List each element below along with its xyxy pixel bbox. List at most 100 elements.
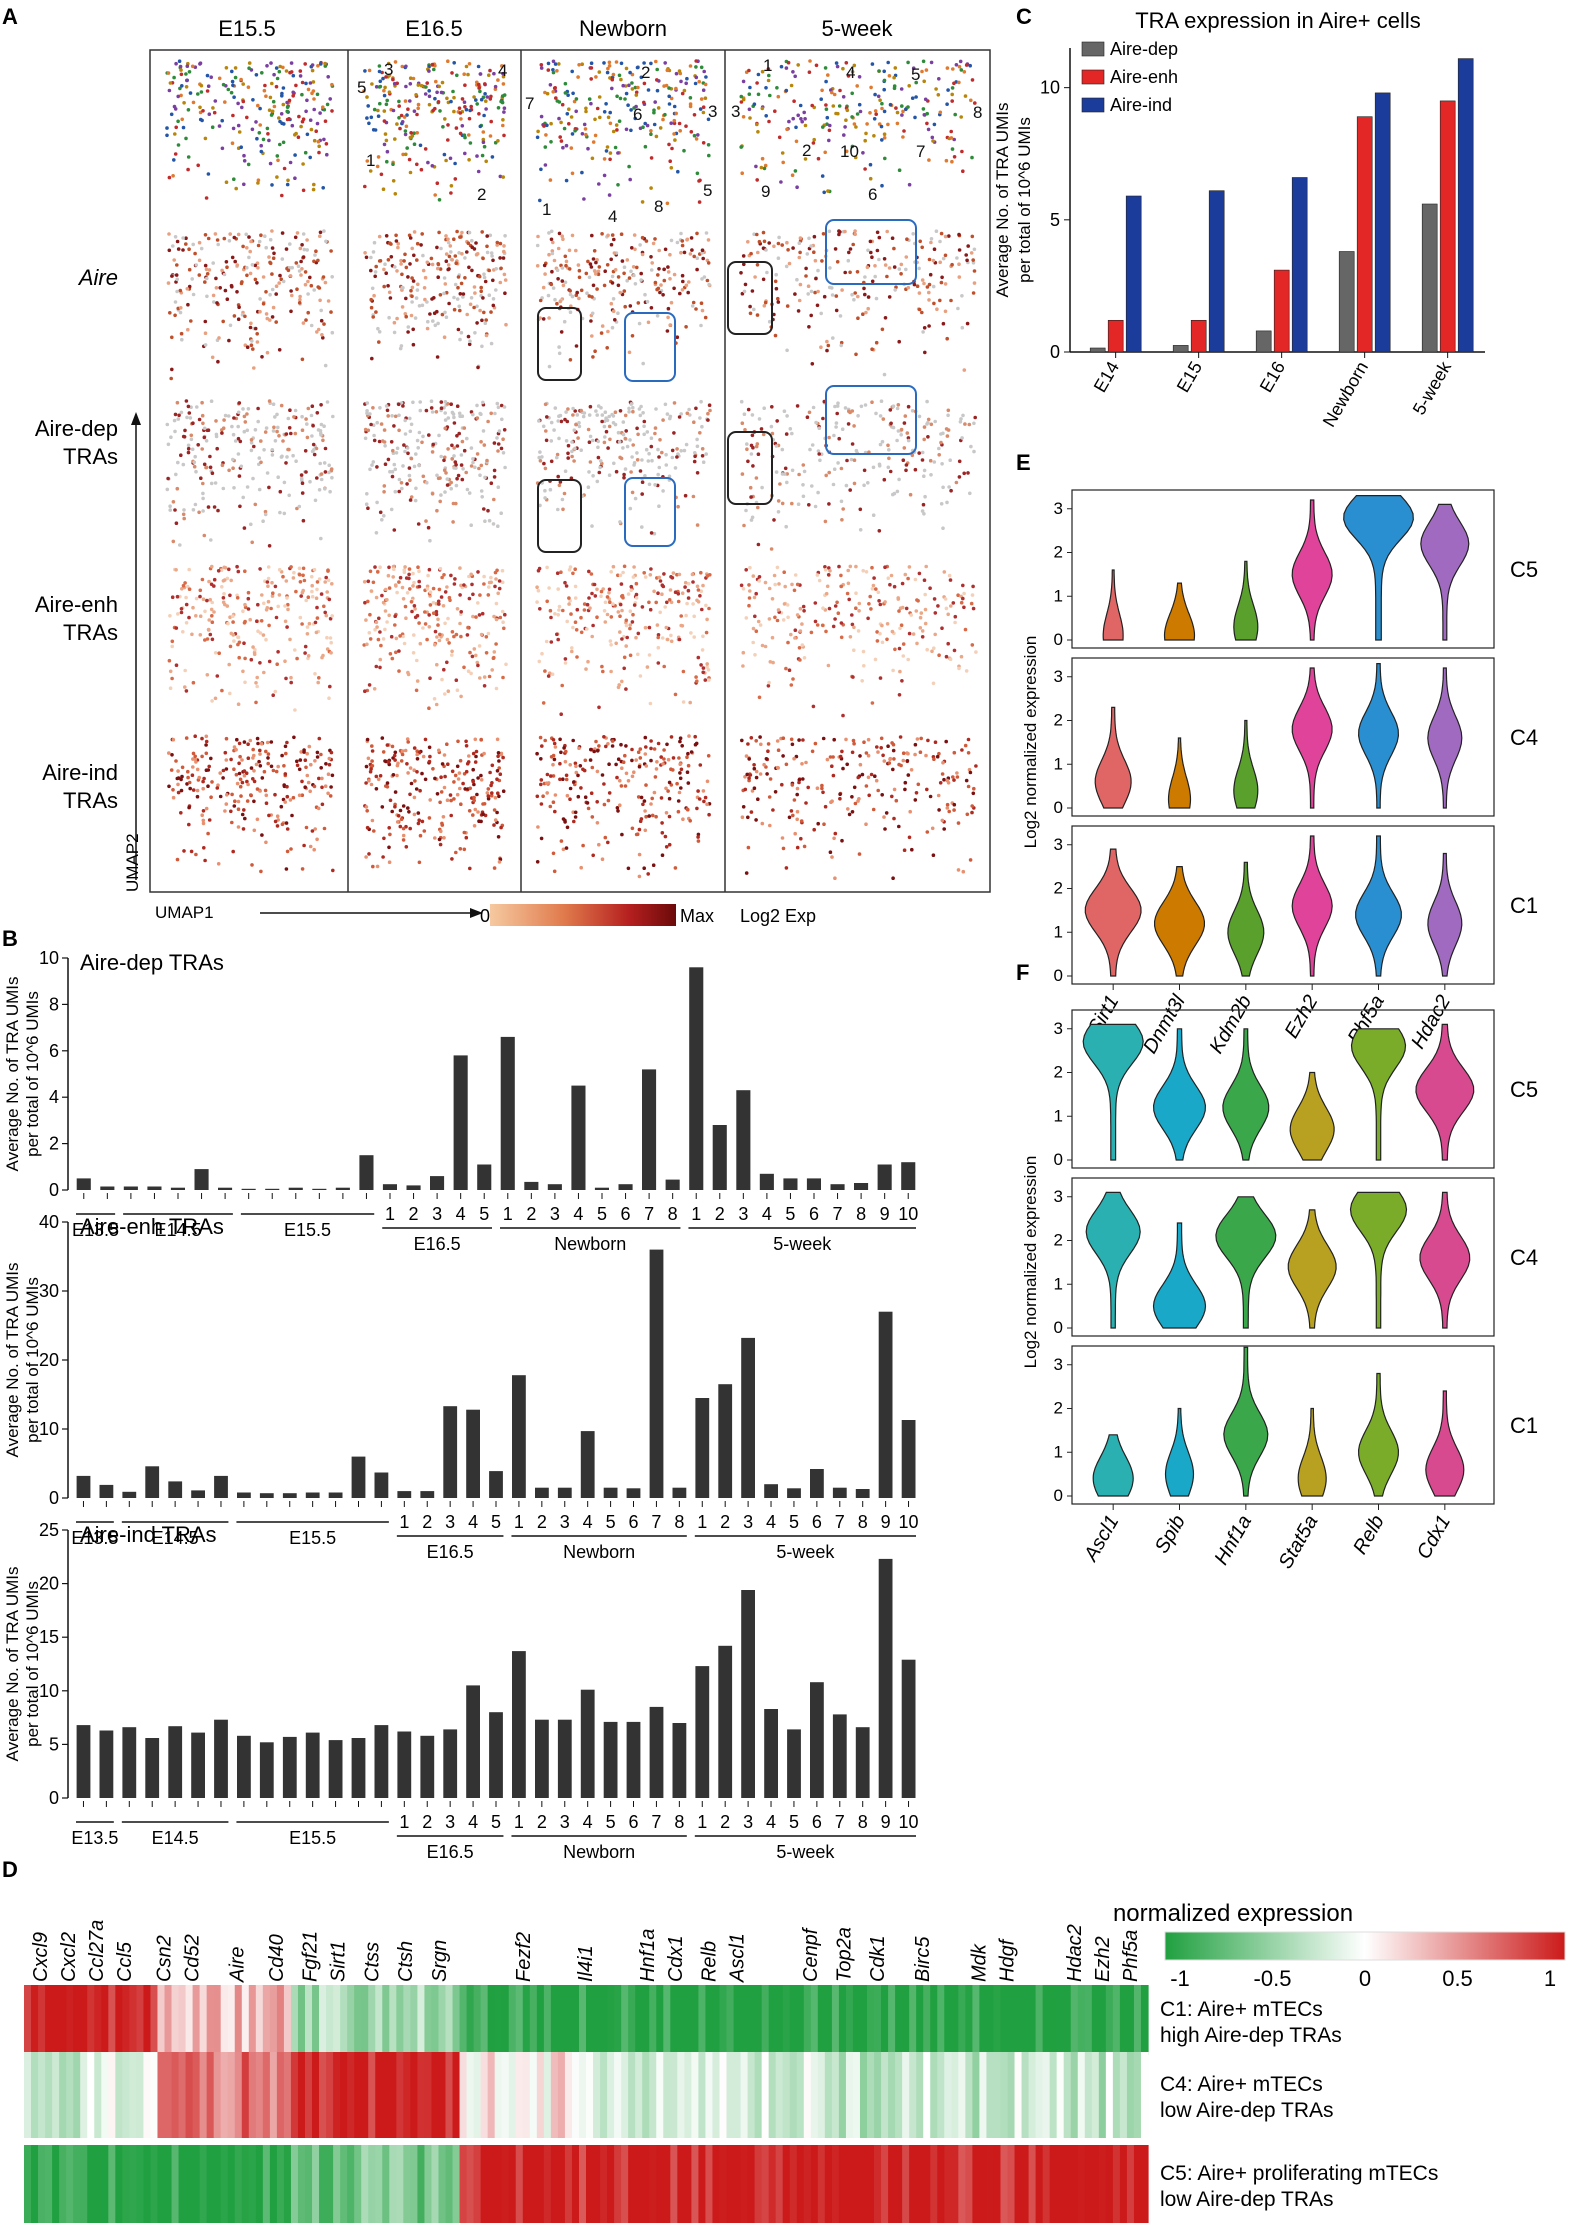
- umap-cell-dot: [494, 617, 499, 622]
- umap-cell-dot: [380, 805, 385, 809]
- umap-cell-dot: [475, 452, 480, 456]
- umap-cell-dot: [200, 754, 204, 759]
- umap-cell-dot: [435, 90, 439, 95]
- umap-cell-dot: [571, 738, 575, 743]
- umap-cell-dot: [451, 412, 456, 416]
- umap-cell-dot: [202, 776, 206, 781]
- umap-cell-dot: [647, 600, 651, 605]
- umap-cell-dot: [428, 754, 432, 759]
- umap-cell-dot: [490, 791, 494, 795]
- umap-cell-dot: [882, 372, 887, 377]
- umap-cell-dot: [705, 617, 709, 622]
- umap-cell-dot: [671, 571, 676, 575]
- umap-cell-dot: [166, 476, 170, 481]
- umap-cell-dot: [445, 798, 450, 802]
- umap-cell-dot: [805, 252, 810, 256]
- umap-cell-dot: [400, 749, 405, 753]
- umap-cell-dot: [839, 584, 844, 589]
- umap-cell-dot: [825, 339, 829, 344]
- umap-cell-dot: [906, 105, 910, 109]
- umap-cell-dot: [665, 600, 669, 605]
- umap-cell-dot: [957, 64, 962, 69]
- umap-cell-dot: [672, 104, 677, 109]
- umap-cell-dot: [390, 744, 395, 749]
- umap-cell-dot: [365, 401, 370, 405]
- umap-cell-dot: [768, 93, 772, 98]
- umap-cell-dot: [571, 625, 575, 630]
- umap-cell-dot: [572, 428, 577, 433]
- umap-cell-dot: [266, 132, 270, 136]
- umap-cell-dot: [471, 751, 476, 756]
- umap-cell-dot: [840, 518, 844, 522]
- umap-cell-dot: [315, 92, 320, 97]
- umap-cell-dot: [392, 753, 397, 758]
- umap-cell-dot: [862, 468, 867, 473]
- umap-cell-dot: [676, 592, 681, 596]
- umap-cell-dot: [554, 96, 558, 100]
- umap-cell-dot: [602, 157, 607, 161]
- umap-cell-dot: [377, 330, 382, 334]
- umap-cell-dot: [755, 263, 760, 267]
- umap-cell-dot: [398, 634, 402, 638]
- umap-cell-dot: [961, 169, 965, 173]
- umap-cell-dot: [864, 131, 868, 136]
- umap-cell-dot: [399, 344, 404, 348]
- umap-cell-dot: [892, 265, 897, 269]
- umap-cell-dot: [401, 464, 405, 468]
- umap-cell-dot: [493, 818, 498, 822]
- umap-cell-dot: [397, 649, 401, 653]
- umap-cell-dot: [656, 472, 660, 477]
- umap-cell-dot: [176, 460, 180, 465]
- umap-cell-dot: [444, 252, 449, 256]
- umap-cell-dot: [258, 106, 262, 111]
- umap-cell-dot: [741, 587, 746, 591]
- umap-cell-dot: [901, 458, 906, 463]
- umap-cell-dot: [283, 744, 288, 749]
- umap-cell-dot: [392, 424, 396, 428]
- umap-cell-dot: [935, 307, 939, 312]
- umap-cell-dot: [404, 824, 408, 829]
- umap-cell-dot: [846, 422, 851, 426]
- umap-cell-dot: [398, 126, 402, 131]
- umap-cell-dot: [292, 570, 296, 575]
- umap-cell-dot: [464, 835, 469, 840]
- umap-cell-dot: [920, 245, 924, 250]
- umap-cell-dot: [251, 476, 255, 481]
- umap-cell-dot: [408, 262, 412, 266]
- umap-cell-dot: [385, 98, 390, 103]
- umap-cell-dot: [605, 346, 609, 350]
- umap-cell-dot: [559, 712, 563, 716]
- umap-cell-dot: [740, 472, 745, 476]
- umap-cell-dot: [923, 607, 928, 612]
- umap-cell-dot: [170, 335, 174, 340]
- umap-cell-dot: [694, 65, 698, 69]
- umap-cell-dot: [246, 162, 251, 167]
- umap-cell-dot: [171, 737, 176, 742]
- umap-cell-dot: [501, 451, 506, 455]
- umap-cell-dot: [748, 311, 753, 316]
- umap-cell-dot: [236, 410, 241, 415]
- umap-cell-dot: [435, 355, 440, 359]
- umap-cell-dot: [972, 247, 977, 252]
- umap-cell-dot: [433, 96, 437, 101]
- umap-cell-dot: [190, 64, 195, 69]
- umap-cell-dot: [593, 117, 597, 122]
- umap-cell-dot: [791, 116, 795, 121]
- umap-cell-dot: [767, 586, 772, 591]
- umap-cell-dot: [493, 584, 497, 589]
- umap-cell-dot: [936, 604, 940, 608]
- umap-cell-dot: [927, 298, 931, 302]
- umap-cell-dot: [590, 233, 594, 238]
- umap-cell-dot: [807, 410, 812, 415]
- umap-cell-dot: [369, 268, 373, 273]
- umap-cell-dot: [616, 183, 620, 187]
- umap-cell-dot: [373, 565, 377, 569]
- umap-cell-dot: [852, 458, 857, 463]
- umap-cell-dot: [742, 262, 746, 267]
- umap-cell-dot: [861, 312, 865, 317]
- umap-cell-dot: [569, 115, 574, 119]
- umap-cell-dot: [961, 413, 965, 418]
- umap-cell-dot: [378, 510, 383, 515]
- umap-cell-dot: [414, 688, 419, 693]
- umap-cell-dot: [203, 331, 208, 336]
